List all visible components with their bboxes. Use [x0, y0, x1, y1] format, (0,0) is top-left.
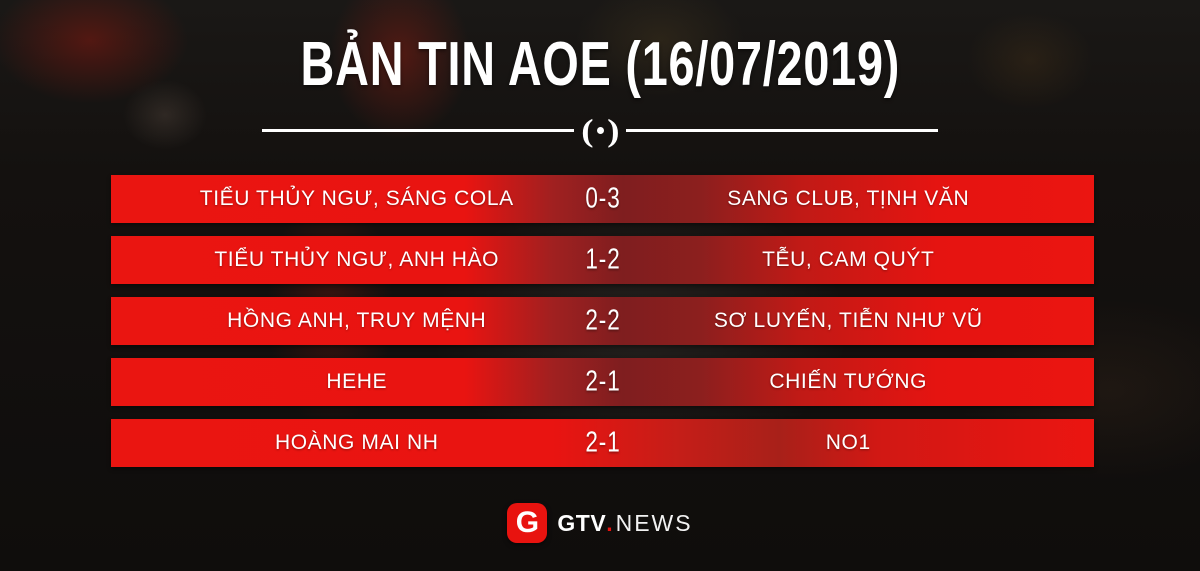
divider-line-left [262, 128, 574, 132]
team-left: HEHE [326, 370, 388, 393]
team-right: CHIẾN TƯỚNG [769, 370, 928, 393]
team-left: TIỂU THỦY NGƯ, ANH HÀO [214, 248, 500, 271]
match-score: 2-1 [584, 365, 621, 398]
match-score: 0-3 [584, 182, 621, 215]
match-row: TIỂU THỦY NGƯ, SÁNG COLA SANG CLUB, TỊNH… [111, 175, 1094, 223]
team-right: SANG CLUB, TỊNH VĂN [727, 187, 970, 210]
page-title: BẢN TIN AOE (16/07/2019) [0, 28, 1200, 100]
ornament-right-paren: ) [606, 112, 619, 148]
match-score: 1-2 [584, 243, 621, 276]
logo-suffix: NEWS [615, 509, 693, 536]
team-left: TIỂU THỦY NGƯ, SÁNG COLA [199, 187, 514, 210]
page-title-text: BẢN TIN AOE (16/07/2019) [300, 28, 900, 99]
match-score: 2-1 [584, 426, 621, 459]
team-left: HOÀNG MAI NH [274, 431, 439, 454]
ornament-left-paren: ( [581, 112, 594, 148]
match-row: HEHE CHIẾN TƯỚNG 2-1 [111, 358, 1094, 406]
divider-line-right [626, 128, 938, 132]
gtv-news-logo: G GTV . NEWS [0, 501, 1200, 545]
title-divider: ( ) [262, 112, 938, 148]
team-right: NO1 [825, 431, 871, 454]
team-right: TỄU, CAM QUÝT [762, 248, 935, 271]
divider-ornament-icon: ( ) [581, 112, 619, 148]
team-left: HỒNG ANH, TRUY MỆNH [227, 309, 487, 332]
match-row: HOÀNG MAI NH NO1 2-1 [111, 419, 1094, 467]
logo-brand-dot: . [606, 509, 613, 536]
team-right: SƠ LUYẾN, TIỄN NHƯ VŨ [713, 309, 983, 332]
match-row: HỒNG ANH, TRUY MỆNH SƠ LUYẾN, TIỄN NHƯ V… [111, 297, 1094, 345]
results-table: TIỂU THỦY NGƯ, SÁNG COLA SANG CLUB, TỊNH… [111, 175, 1094, 480]
logo-brand: GTV [557, 509, 607, 536]
match-score: 2-2 [584, 304, 621, 337]
match-row: TIỂU THỦY NGƯ, ANH HÀO TỄU, CAM QUÝT 1-2 [111, 236, 1094, 284]
logo-wordmark: GTV . NEWS [557, 509, 693, 536]
g-logo-icon: G [507, 503, 548, 543]
ornament-dot [596, 126, 604, 134]
